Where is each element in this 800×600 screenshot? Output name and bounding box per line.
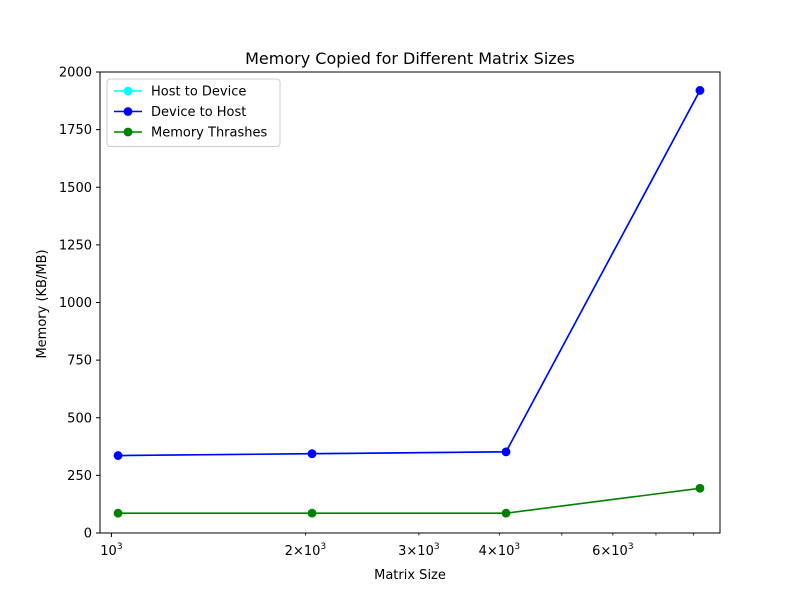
x-tick-label-times: × bbox=[293, 544, 304, 559]
plot-area bbox=[113, 86, 705, 518]
data-point bbox=[307, 449, 317, 459]
chart-title: Memory Copied for Different Matrix Sizes bbox=[245, 49, 575, 68]
legend-marker bbox=[123, 127, 133, 137]
legend-label: Host to Device bbox=[151, 85, 246, 100]
x-tick-label-exponent: 3 bbox=[628, 542, 634, 552]
series-line-1 bbox=[118, 90, 701, 457]
data-point bbox=[501, 447, 511, 457]
y-tick-label: 750 bbox=[67, 354, 92, 369]
y-tick-label: 250 bbox=[67, 469, 92, 484]
y-tick-label: 1750 bbox=[59, 123, 92, 138]
y-tick-label: 2000 bbox=[59, 66, 92, 81]
x-tick-label-exponent: 3 bbox=[514, 542, 520, 552]
y-tick-label: 1500 bbox=[59, 181, 92, 196]
x-tick-label-times: × bbox=[487, 544, 498, 559]
series-line-2 bbox=[118, 487, 701, 514]
y-tick-label: 0 bbox=[84, 527, 92, 542]
x-tick-label-times: × bbox=[600, 544, 611, 559]
legend-marker bbox=[123, 86, 133, 96]
data-point bbox=[307, 508, 317, 518]
x-tick-label-times: × bbox=[406, 544, 417, 559]
x-tick-label: 3×103 bbox=[398, 542, 439, 559]
legend-box bbox=[106, 78, 281, 147]
x-tick-label-exponent: 3 bbox=[320, 542, 326, 552]
x-tick-label: 6×103 bbox=[592, 542, 633, 559]
x-tick-label: 2×103 bbox=[285, 542, 326, 559]
x-tick-label-exponent: 3 bbox=[117, 542, 123, 552]
data-point bbox=[695, 86, 705, 95]
x-tick-label: 4×103 bbox=[479, 542, 520, 559]
x-tick-label-base: 10 bbox=[100, 544, 117, 559]
x-tick-label-base: 10 bbox=[498, 544, 515, 559]
x-tick-label-base: 10 bbox=[304, 544, 321, 559]
data-point bbox=[695, 483, 705, 493]
y-tick-label: 500 bbox=[67, 411, 92, 426]
data-point bbox=[113, 508, 123, 518]
x-tick-label-coefficient: 2 bbox=[285, 544, 293, 559]
x-tick-label-base: 10 bbox=[417, 544, 434, 559]
data-point bbox=[113, 451, 123, 460]
x-tick-label-coefficient: 3 bbox=[398, 544, 406, 559]
legend-marker bbox=[123, 107, 133, 116]
y-axis-label: Memory (KB/MB) bbox=[35, 249, 50, 358]
x-tick-label-coefficient: 6 bbox=[592, 544, 600, 559]
data-point bbox=[501, 508, 511, 518]
legend-label: Memory Thrashes bbox=[151, 126, 268, 141]
x-tick-label-base: 10 bbox=[611, 544, 628, 559]
y-tick-label: 1250 bbox=[59, 238, 92, 253]
x-tick-label-coefficient: 4 bbox=[479, 544, 487, 559]
legend-label: Device to Host bbox=[151, 105, 246, 120]
x-tick-label: 103 bbox=[100, 542, 122, 559]
x-tick-label-exponent: 3 bbox=[434, 542, 440, 552]
y-tick-label: 1000 bbox=[59, 296, 92, 311]
legend: Host to Device Device to Host Memory Thras… bbox=[106, 78, 281, 147]
x-axis-label: Matrix Size bbox=[374, 568, 446, 583]
